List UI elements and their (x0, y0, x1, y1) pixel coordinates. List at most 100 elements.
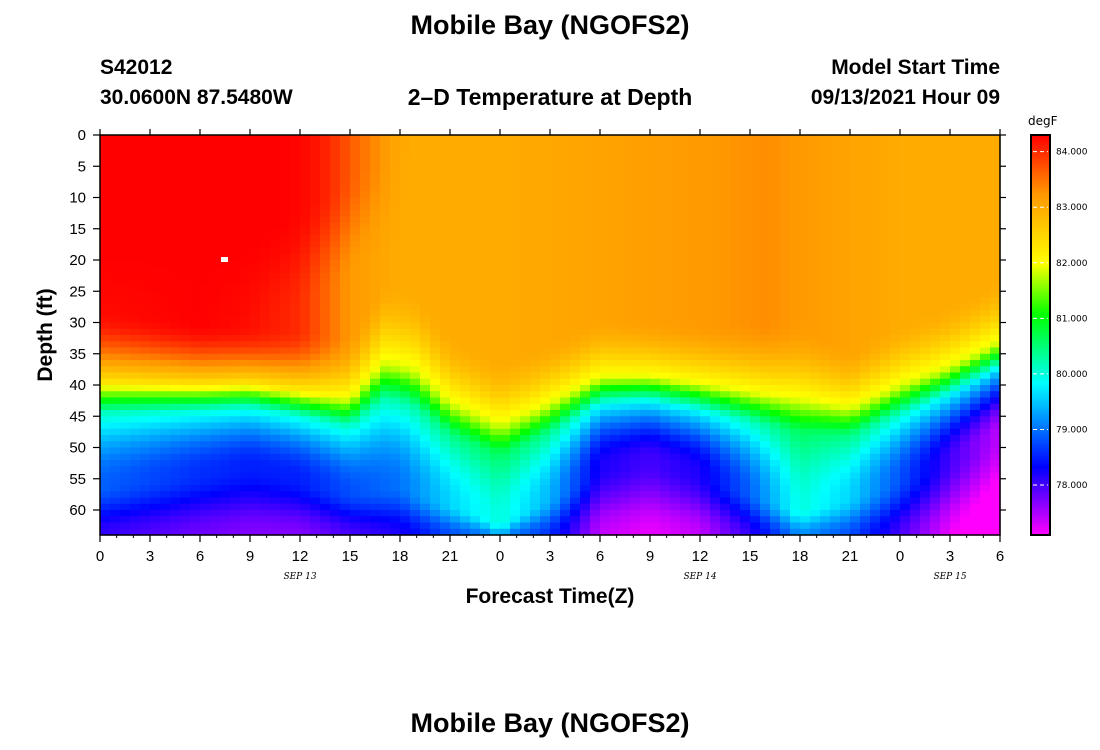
heatmap-cell (160, 341, 171, 349)
heatmap-cell (680, 216, 691, 224)
heatmap-cell (540, 453, 551, 461)
heatmap-cell (520, 322, 531, 330)
heatmap-cell (220, 353, 231, 361)
heatmap-cell (340, 316, 351, 324)
heatmap-cell (200, 372, 211, 380)
heatmap-cell (750, 422, 761, 430)
heatmap-cell (750, 241, 761, 249)
heatmap-cell (290, 478, 301, 486)
heatmap-cell (770, 422, 781, 430)
heatmap-cell (130, 153, 141, 161)
heatmap-cell (480, 466, 491, 474)
heatmap-cell (340, 260, 351, 267)
heatmap-cell (560, 478, 571, 486)
heatmap-cell (860, 210, 871, 217)
heatmap-cell (850, 428, 861, 436)
heatmap-cell (710, 147, 721, 155)
heatmap-cell (220, 510, 231, 517)
heatmap-cell (150, 372, 161, 380)
heatmap-cell (280, 516, 291, 524)
heatmap-cell (820, 460, 831, 467)
heatmap-cell (820, 372, 831, 380)
heatmap-cell (620, 510, 631, 517)
heatmap-cell (560, 203, 571, 211)
heatmap-cell (580, 197, 591, 205)
heatmap-cell (240, 378, 251, 386)
heatmap-cell (220, 410, 231, 417)
heatmap-cell (380, 422, 391, 430)
heatmap-cell (580, 166, 591, 174)
heatmap-cell (130, 353, 141, 361)
heatmap-cell (480, 310, 491, 317)
heatmap-cell (580, 216, 591, 224)
heatmap-cell (830, 528, 841, 536)
heatmap-cell (480, 453, 491, 461)
heatmap-cell (250, 253, 261, 261)
heatmap-cell (450, 410, 461, 417)
heatmap-cell (810, 341, 821, 349)
heatmap-cell (570, 241, 581, 249)
heatmap-cell (120, 441, 131, 449)
heatmap-cell (530, 435, 541, 442)
heatmap-cell (820, 360, 831, 367)
heatmap-cell (470, 341, 481, 349)
heatmap-cell (760, 278, 771, 286)
heatmap-cell (250, 341, 261, 349)
heatmap-cell (540, 466, 551, 474)
heatmap-cell (510, 197, 521, 205)
heatmap-cell (260, 147, 271, 155)
heatmap-cell (490, 153, 501, 161)
heatmap-cell (430, 185, 441, 192)
heatmap-cell (430, 516, 441, 524)
heatmap-cell (780, 447, 791, 455)
heatmap-cell (320, 403, 331, 411)
heatmap-cell (850, 360, 861, 367)
heatmap-cell (820, 210, 831, 217)
heatmap-cell (770, 441, 781, 449)
heatmap-cell (110, 172, 121, 180)
heatmap-cell (730, 228, 741, 236)
heatmap-cell (130, 147, 141, 155)
heatmap-cell (230, 172, 241, 180)
heatmap-cell (200, 247, 211, 255)
heatmap-cell (360, 341, 371, 349)
heatmap-cell (850, 422, 861, 430)
heatmap-cell (580, 285, 591, 292)
heatmap-cell (180, 228, 191, 236)
heatmap-cell (750, 410, 761, 417)
heatmap-cell (860, 397, 871, 405)
heatmap-cell (280, 510, 291, 517)
heatmap-cell (270, 478, 281, 486)
heatmap-cell (630, 160, 641, 167)
heatmap-cell (610, 447, 621, 455)
heatmap-cell (510, 166, 521, 174)
heatmap-cell (680, 510, 691, 517)
heatmap-cell (140, 403, 151, 411)
heatmap-cell (620, 253, 631, 261)
heatmap-cell (300, 253, 311, 261)
heatmap-cell (350, 447, 361, 455)
heatmap-cell (130, 441, 141, 449)
heatmap-cell (500, 453, 511, 461)
heatmap-cell (260, 241, 271, 249)
heatmap-cell (600, 522, 611, 530)
heatmap-cell (840, 153, 851, 161)
heatmap-cell (540, 335, 551, 342)
heatmap-cell (160, 185, 171, 192)
heatmap-cell (250, 391, 261, 399)
heatmap-cell (470, 241, 481, 249)
heatmap-cell (120, 335, 131, 342)
heatmap-cell (840, 272, 851, 280)
heatmap-cell (290, 185, 301, 192)
heatmap-cell (380, 466, 391, 474)
heatmap-cell (320, 222, 331, 230)
heatmap-cell (220, 266, 231, 274)
heatmap-cell (610, 341, 621, 349)
heatmap-cell (420, 378, 431, 386)
heatmap-cell (120, 397, 131, 405)
heatmap-cell (610, 191, 621, 199)
heatmap-cell (390, 147, 401, 155)
heatmap-cell (450, 435, 461, 442)
heatmap-cell (460, 422, 471, 430)
heatmap-cell (400, 310, 411, 317)
